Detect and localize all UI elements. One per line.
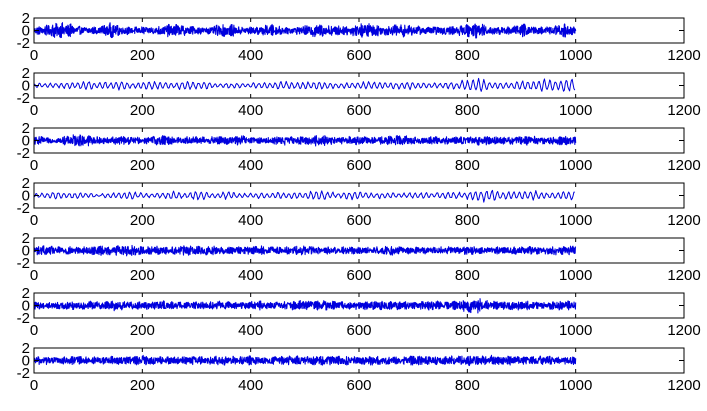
y-tick-label: -2 [17,200,30,217]
series-line [33,189,575,203]
x-tick-label: 1200 [667,47,700,64]
x-tick-label: 0 [30,377,38,394]
y-tick-label: 2 [22,120,30,137]
x-tick-label: 400 [238,47,263,64]
x-tick-label: 400 [238,102,263,119]
y-tick-label: -2 [17,145,30,162]
y-tick-label: 2 [22,65,30,82]
y-tick-label: 2 [22,175,30,192]
x-tick-label: 1000 [559,47,592,64]
y-tick-label: 2 [22,230,30,247]
series-line [33,244,577,257]
y-tick-label: -2 [17,310,30,327]
x-tick-label: 800 [455,47,480,64]
x-tick-label: 400 [238,212,263,229]
series-line [33,77,576,92]
y-tick-label: 2 [22,340,30,357]
x-tick-label: 600 [346,157,371,174]
x-tick-label: 1200 [667,157,700,174]
y-tick-label: 2 [22,285,30,302]
y-tick-label: -2 [17,90,30,107]
x-tick-label: 600 [346,47,371,64]
x-tick-label: 200 [130,377,155,394]
x-tick-label: 800 [455,157,480,174]
x-tick-label: 600 [346,102,371,119]
x-tick-label: 200 [130,157,155,174]
x-tick-label: 400 [238,322,263,339]
x-tick-label: 800 [455,102,480,119]
y-tick-label: 0 [22,353,30,370]
x-tick-label: 1200 [667,267,700,284]
x-tick-label: 1000 [559,267,592,284]
x-tick-label: 0 [30,157,38,174]
x-tick-label: 0 [30,212,38,229]
x-tick-label: 200 [130,322,155,339]
x-tick-label: 200 [130,102,155,119]
x-tick-label: 800 [455,377,480,394]
x-tick-label: 1000 [559,377,592,394]
y-tick-label: 0 [22,78,30,95]
series-line [33,298,577,314]
x-tick-label: 200 [130,212,155,229]
x-tick-label: 600 [346,377,371,394]
y-tick-label: 0 [22,133,30,150]
y-tick-label: -2 [17,35,30,52]
x-tick-label: 1000 [559,102,592,119]
x-tick-label: 1200 [667,377,700,394]
x-tick-label: 1200 [667,212,700,229]
y-tick-label: 0 [22,188,30,205]
x-tick-label: 0 [30,47,38,64]
x-tick-label: 0 [30,322,38,339]
x-tick-label: 200 [130,267,155,284]
x-tick-label: 1000 [559,212,592,229]
y-tick-label: -2 [17,255,30,272]
x-tick-label: 1200 [667,102,700,119]
series-line [33,22,577,39]
x-tick-label: 600 [346,212,371,229]
x-tick-label: 800 [455,322,480,339]
y-tick-label: 0 [22,23,30,40]
x-tick-label: 600 [346,267,371,284]
x-tick-label: 800 [455,267,480,284]
y-tick-label: 0 [22,298,30,315]
x-tick-label: 400 [238,157,263,174]
y-tick-label: 2 [22,10,30,27]
x-tick-label: 600 [346,322,371,339]
x-tick-label: 0 [30,267,38,284]
y-tick-label: -2 [17,365,30,382]
x-tick-label: 800 [455,212,480,229]
series-line [33,354,577,367]
x-tick-label: 400 [238,267,263,284]
x-tick-label: 0 [30,102,38,119]
y-tick-label: 0 [22,243,30,260]
x-tick-label: 200 [130,47,155,64]
x-tick-label: 400 [238,377,263,394]
x-tick-label: 1000 [559,322,592,339]
x-tick-label: 1000 [559,157,592,174]
x-tick-label: 1200 [667,322,700,339]
series-line [33,134,577,147]
